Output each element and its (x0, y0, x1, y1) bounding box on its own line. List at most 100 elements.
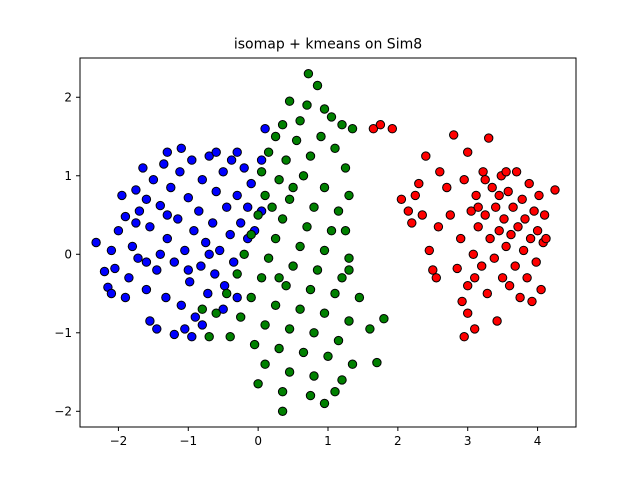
data-point-series-2-46 (506, 229, 516, 240)
data-point-series-2-8 (417, 210, 427, 220)
data-point-series-2-51 (515, 292, 525, 303)
data-point-series-1-65 (284, 367, 295, 377)
data-point-series-2-41 (497, 273, 508, 283)
data-point-series-0-19 (161, 292, 171, 303)
data-point-series-2-25 (468, 249, 478, 260)
data-point-series-1-14 (263, 147, 274, 157)
data-point-series-0-22 (169, 257, 180, 267)
data-point-series-1-64 (260, 359, 270, 369)
data-point-series-1-29 (302, 222, 312, 232)
data-point-series-0-68 (176, 143, 187, 154)
data-point-series-1-37 (263, 253, 274, 263)
data-point-series-2-24 (466, 206, 476, 216)
data-point-series-1-33 (295, 241, 305, 252)
x-tick-label: 1 (324, 434, 332, 448)
data-point-series-0-15 (148, 175, 159, 185)
data-point-series-1-45 (330, 288, 340, 299)
data-point-series-2-4 (403, 206, 413, 216)
data-point-series-0-13 (141, 284, 152, 295)
data-point-series-1-55 (284, 324, 295, 334)
x-tick-label: −2 (110, 434, 128, 448)
data-point-series-1-23 (260, 190, 270, 201)
data-point-series-0-25 (176, 300, 187, 310)
x-axis: −2 −1 0 1 2 3 4 (110, 427, 541, 448)
data-point-series-1-74 (372, 357, 382, 368)
data-point-series-0-69 (211, 147, 221, 157)
data-point-series-0-20 (162, 233, 173, 244)
y-tick-label: 1 (64, 169, 72, 183)
data-point-series-1-20 (298, 171, 309, 181)
data-point-series-0-58 (169, 329, 180, 340)
data-point-series-1-41 (232, 269, 242, 279)
data-point-series-1-19 (274, 175, 284, 185)
data-point-series-0-36 (203, 288, 213, 299)
data-point-series-0-65 (106, 288, 117, 299)
data-point-series-1-61 (298, 347, 309, 358)
data-point-series-2-21 (459, 175, 469, 185)
data-point-series-1-68 (253, 379, 263, 389)
data-point-series-1-58 (225, 332, 235, 342)
data-point-series-0-49 (236, 218, 246, 228)
data-point-series-2-59 (529, 206, 539, 216)
data-point-series-1-76 (365, 324, 375, 334)
data-point-series-2-49 (511, 167, 522, 177)
data-point-series-1-84 (274, 273, 284, 283)
data-point-series-0-46 (226, 155, 237, 165)
data-point-series-2-55 (522, 273, 532, 283)
data-point-series-1-72 (277, 406, 288, 416)
data-point-series-2-68 (459, 332, 469, 342)
data-point-series-0-18 (159, 159, 169, 169)
data-point-series-1-38 (288, 261, 298, 271)
data-point-series-2-52 (517, 194, 527, 205)
data-point-series-1-28 (277, 214, 288, 224)
data-point-series-2-31 (480, 210, 490, 220)
data-point-series-2-42 (499, 214, 509, 224)
data-point-series-1-15 (281, 155, 291, 165)
data-point-series-0-60 (187, 332, 197, 342)
data-point-series-2-53 (518, 245, 529, 256)
data-point-series-2-45 (504, 281, 515, 291)
data-point-series-2-5 (410, 190, 420, 201)
data-point-series-1-78 (344, 265, 354, 275)
data-point-series-0-10 (133, 253, 143, 263)
data-point-series-2-9 (421, 151, 431, 161)
data-point-series-2-74 (473, 202, 483, 212)
data-point-series-0-43 (219, 281, 230, 291)
data-point-series-1-18 (256, 167, 267, 177)
data-point-series-2-7 (407, 218, 417, 228)
data-point-series-1-43 (281, 281, 291, 291)
data-point-series-0-64 (113, 226, 124, 236)
data-point-series-2-1 (375, 120, 386, 130)
data-point-series-0-8 (127, 241, 138, 252)
data-point-series-2-0 (368, 124, 379, 134)
data-point-series-0-78 (204, 249, 214, 260)
data-point-series-0-26 (180, 245, 190, 256)
data-point-series-2-16 (445, 210, 455, 220)
data-point-series-0-61 (197, 320, 208, 330)
data-point-series-0-55 (260, 124, 270, 134)
data-point-series-0-51 (243, 202, 253, 212)
data-point-series-2-43 (501, 241, 511, 252)
data-point-series-1-50 (319, 308, 330, 318)
data-point-series-1-66 (309, 371, 319, 381)
data-point-series-1-34 (319, 245, 330, 256)
data-point-series-2-32 (482, 288, 492, 299)
data-point-series-1-7 (295, 116, 305, 126)
data-point-series-2-66 (541, 233, 551, 244)
data-point-series-0-73 (218, 304, 228, 314)
data-point-series-0-0 (91, 237, 101, 248)
data-point-series-2-34 (485, 233, 495, 244)
data-point-series-0-7 (124, 273, 134, 283)
x-tick-label: 3 (464, 434, 472, 448)
data-point-series-2-36 (489, 253, 499, 263)
data-point-series-1-36 (239, 249, 249, 260)
data-point-series-2-38 (492, 316, 502, 326)
data-point-series-0-45 (225, 229, 235, 240)
data-point-series-2-2 (387, 124, 397, 134)
data-point-series-2-11 (428, 265, 438, 275)
data-point-series-2-26 (470, 273, 480, 283)
data-point-series-2-3 (396, 194, 407, 205)
data-point-series-0-76 (141, 257, 152, 267)
data-point-series-1-32 (270, 233, 281, 244)
data-point-series-1-25 (309, 202, 319, 212)
